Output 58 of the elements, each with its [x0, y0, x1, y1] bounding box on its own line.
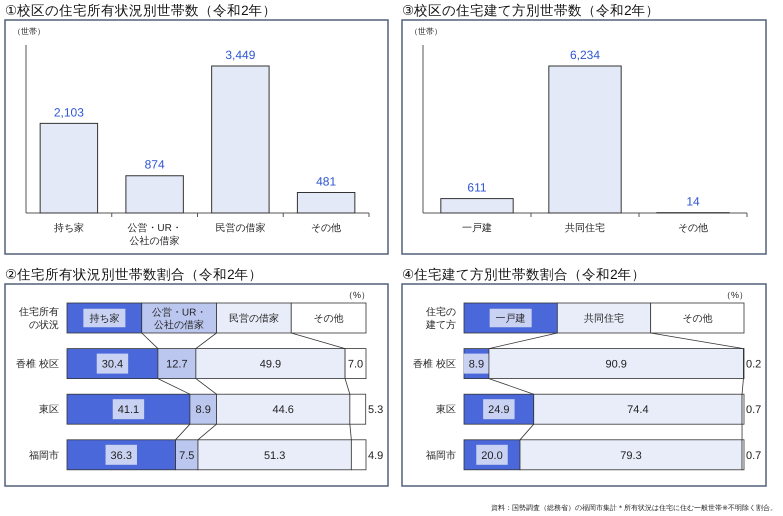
data-label: 79.3: [620, 450, 642, 462]
data-label: 36.3: [110, 450, 132, 462]
x-tick-label: 一戸建: [462, 222, 492, 234]
y-tick-label: 東区: [39, 404, 59, 416]
y-tick-label: 東区: [436, 404, 456, 416]
chart-title: ③校区の住宅建て方別世帯数（令和2年）: [402, 3, 660, 18]
bar: [125, 175, 184, 214]
data-label: 5.3: [368, 404, 384, 416]
data-label: 74.4: [627, 404, 649, 416]
data-label: 0.7: [746, 404, 762, 416]
data-label: 24.9: [488, 404, 510, 416]
x-tick-label: その他: [311, 222, 342, 234]
data-label: 6,234: [570, 48, 600, 62]
chart-title: ①校区の住宅所有状況別世帯数（令和2年）: [5, 3, 277, 18]
data-label: 7.0: [348, 358, 364, 371]
data-label: 49.9: [260, 358, 282, 371]
data-label: 8.9: [468, 358, 484, 371]
data-label: 44.6: [272, 404, 294, 416]
y-tick-label: 香椎 校区: [16, 358, 59, 370]
x-tick-label: その他: [678, 222, 708, 234]
data-label: 2,103: [54, 105, 84, 120]
data-label: 90.9: [605, 358, 627, 371]
data-label: 12.7: [166, 358, 188, 371]
data-label: 41.1: [118, 404, 140, 416]
data-label: 30.4: [102, 358, 124, 371]
legend-title: 住宅の建て方: [425, 306, 456, 331]
y-tick-label: 福岡市: [29, 449, 59, 462]
data-label: 7.5: [179, 450, 194, 462]
x-tick-label: 民営の借家: [215, 222, 266, 234]
x-tick-label: 公営・UR・公社の借家: [127, 222, 182, 247]
legend-title: 住宅所有の状況: [19, 306, 59, 331]
y-tick-label: 香椎 校区: [413, 358, 456, 370]
data-label: 0.2: [746, 358, 762, 371]
bar: [296, 192, 356, 214]
data-label: 14: [686, 194, 700, 209]
data-label: 8.9: [196, 404, 211, 416]
x-tick-label: 持ち家: [54, 222, 84, 234]
data-label: 4.9: [368, 450, 384, 462]
data-label: 874: [144, 158, 165, 172]
series-label: 公営・UR・公社の借家: [152, 306, 206, 331]
x-axis-title: （%）: [344, 290, 370, 300]
y-tick-label: 福岡市: [426, 449, 456, 462]
chart-title: ②住宅所有状況別世帯数割合（令和2年）: [5, 267, 263, 282]
chart-title: ④住宅建て方別世帯数割合（令和2年）: [402, 267, 646, 282]
data-label: 611: [467, 180, 487, 195]
legend: 持ち家 公営・UR・公社の借家 民営の借家 その他 住宅所有の状況: [19, 302, 366, 334]
data-label: 481: [316, 174, 336, 188]
data-label: 0.7: [746, 450, 762, 462]
legend: 一戸建 共同住宅 その他 住宅の建て方: [426, 302, 744, 334]
y-axis-title: （世帯）: [13, 27, 45, 36]
data-label: 51.3: [264, 450, 286, 462]
y-axis-title: （世帯）: [410, 27, 442, 36]
bar: [40, 122, 98, 214]
data-label: 20.0: [481, 450, 503, 462]
x-axis-title: （%）: [722, 290, 748, 300]
data-label: 3,449: [225, 48, 256, 62]
x-tick-label: 共同住宅: [565, 222, 605, 234]
bar: [211, 66, 270, 214]
